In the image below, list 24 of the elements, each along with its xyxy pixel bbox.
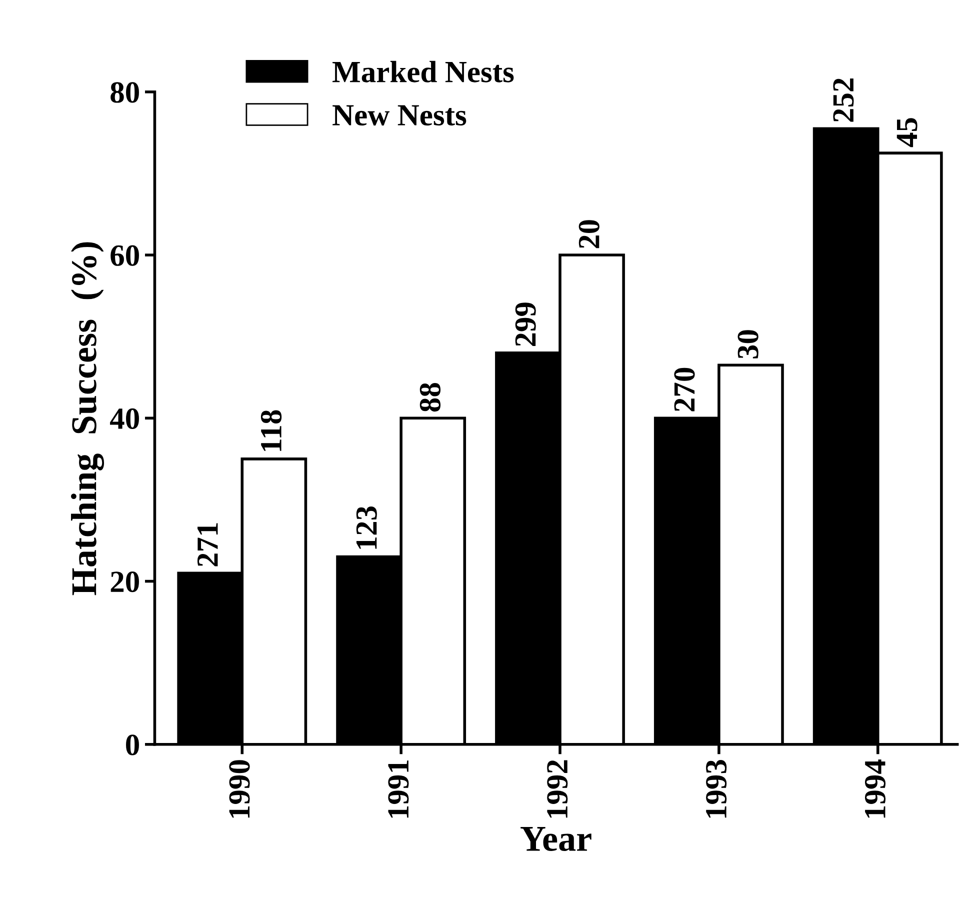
- x-tick-label: 1992: [547, 760, 568, 818]
- annotation: 252: [833, 78, 854, 122]
- x-tick-label: 1990: [229, 760, 250, 818]
- x-tick-label: 1993: [706, 760, 727, 818]
- y-tick-label: 60: [110, 245, 139, 266]
- y-tick-label: 80: [110, 82, 139, 103]
- y-tick-label: 40: [110, 408, 139, 430]
- annotation: 88: [420, 383, 440, 412]
- annotation: 20: [578, 220, 600, 248]
- annotation: 123: [356, 506, 377, 549]
- annotation: 270: [674, 368, 695, 412]
- annotation: 45: [896, 118, 918, 148]
- annotation: 30: [738, 330, 758, 358]
- annotation: 271: [197, 523, 218, 566]
- annotation: 299: [515, 302, 536, 346]
- legend-label: Marked Nests: [332, 60, 514, 82]
- x-tick-label: 1994: [864, 760, 886, 818]
- y-tick-label: 20: [110, 572, 139, 592]
- legend-label: New Nests: [332, 105, 466, 126]
- y-tick-label: 0: [126, 734, 139, 756]
- y-axis-title: Hatching Success (%): [70, 242, 104, 596]
- x-axis-title: Year: [520, 827, 592, 852]
- annotation: 118: [260, 410, 282, 451]
- x-tick-label: 1991: [388, 760, 409, 818]
